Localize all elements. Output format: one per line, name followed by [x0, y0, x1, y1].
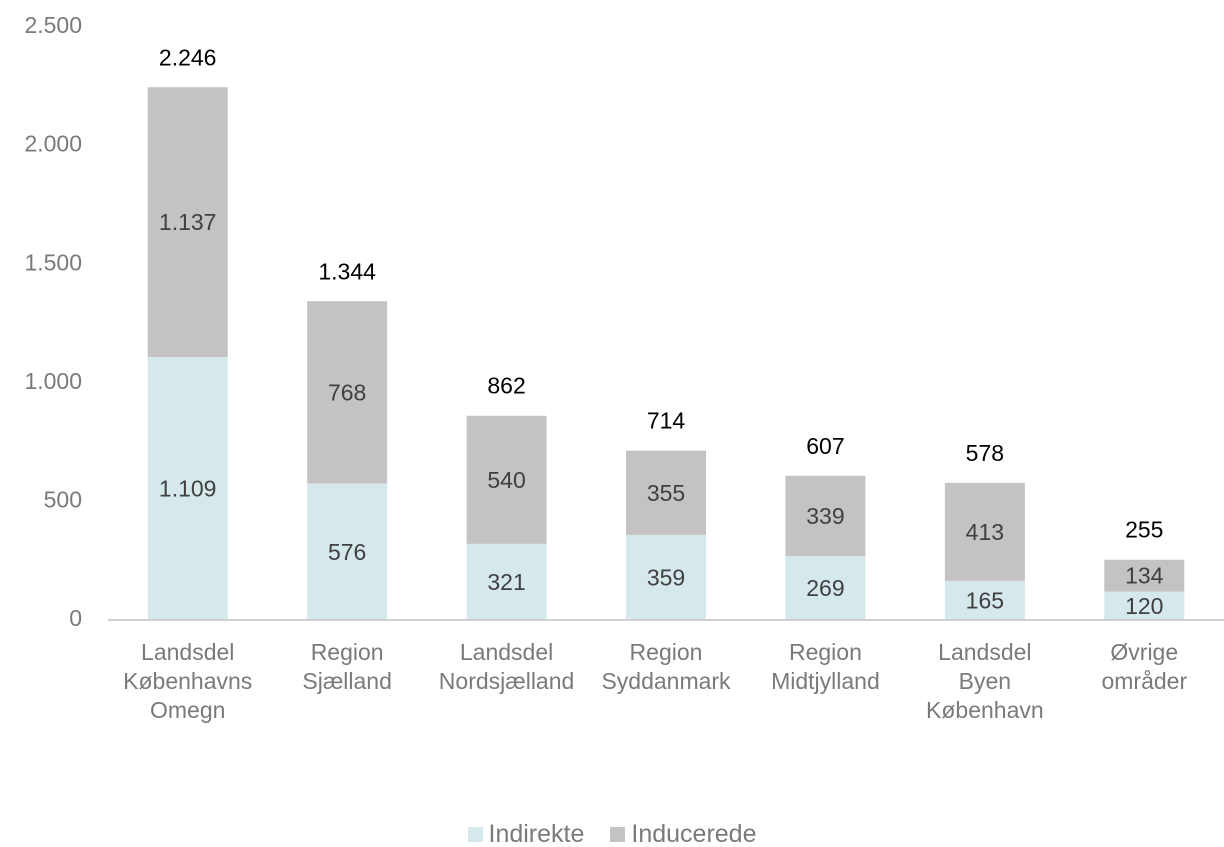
- data-label: 269: [806, 575, 844, 601]
- bar-segment: [147, 356, 228, 620]
- bar-segment: [944, 482, 1025, 581]
- bar-segment: [466, 415, 547, 544]
- y-tick-label: 2.500: [24, 12, 82, 38]
- bar-segment: [307, 483, 388, 620]
- legend-item: Indirekte: [467, 820, 585, 847]
- data-label: 540: [487, 467, 525, 493]
- x-tick-label: Region Midtjylland: [771, 639, 880, 694]
- total-label: 607: [806, 433, 844, 459]
- legend: Indirekte Inducerede: [0, 820, 1224, 847]
- data-label: 359: [647, 565, 685, 591]
- y-tick-label: 1.000: [24, 368, 82, 394]
- total-label: 1.344: [318, 258, 376, 284]
- data-label: 321: [487, 569, 525, 595]
- total-label: 714: [647, 408, 686, 434]
- bar-segment: [626, 450, 706, 535]
- data-label: 576: [328, 539, 366, 565]
- bar-segment: [785, 475, 866, 557]
- bar-segment: [147, 87, 228, 357]
- data-label: 1.137: [159, 209, 217, 235]
- legend-item: Inducerede: [610, 820, 757, 847]
- y-tick-label: 1.500: [24, 249, 82, 275]
- data-label: 413: [966, 519, 1004, 545]
- x-tick-label: Landsdel Byen København: [926, 639, 1044, 723]
- data-label: 134: [1125, 563, 1164, 589]
- total-label: 862: [487, 373, 525, 399]
- data-label: 768: [328, 379, 366, 405]
- total-label: 2.246: [159, 44, 217, 70]
- legend-swatch: [467, 827, 483, 842]
- bar-segment: [944, 580, 1025, 620]
- x-tick-label: Region Sjælland: [302, 639, 392, 694]
- bar-segment: [1104, 559, 1185, 592]
- total-label: 578: [966, 440, 1004, 466]
- data-label: 120: [1125, 593, 1163, 619]
- legend-swatch: [610, 827, 626, 842]
- bar-segment: [466, 543, 547, 620]
- data-label: 339: [806, 503, 844, 529]
- data-label: 355: [647, 480, 685, 506]
- bar-segment: [626, 534, 706, 620]
- y-tick-label: 0: [69, 605, 82, 631]
- total-label: 255: [1125, 517, 1163, 543]
- x-tick-label: Region Syddanmark: [601, 639, 731, 694]
- legend-label: Inducerede: [631, 820, 757, 847]
- legend-label: Indirekte: [488, 820, 585, 847]
- data-label: 165: [966, 588, 1004, 614]
- x-tick-label: Landsdel Københavns Omegn: [123, 639, 253, 723]
- bar-segment: [785, 556, 866, 620]
- bar-segment: [1104, 591, 1185, 620]
- x-tick-label: Øvrige områder: [1101, 639, 1188, 694]
- data-label: 1.109: [159, 476, 217, 502]
- x-tick-label: Landsdel Nordsjælland: [438, 639, 575, 694]
- y-tick-label: 500: [44, 486, 82, 512]
- y-tick-label: 2.000: [24, 131, 82, 157]
- bar-segment: [307, 301, 388, 484]
